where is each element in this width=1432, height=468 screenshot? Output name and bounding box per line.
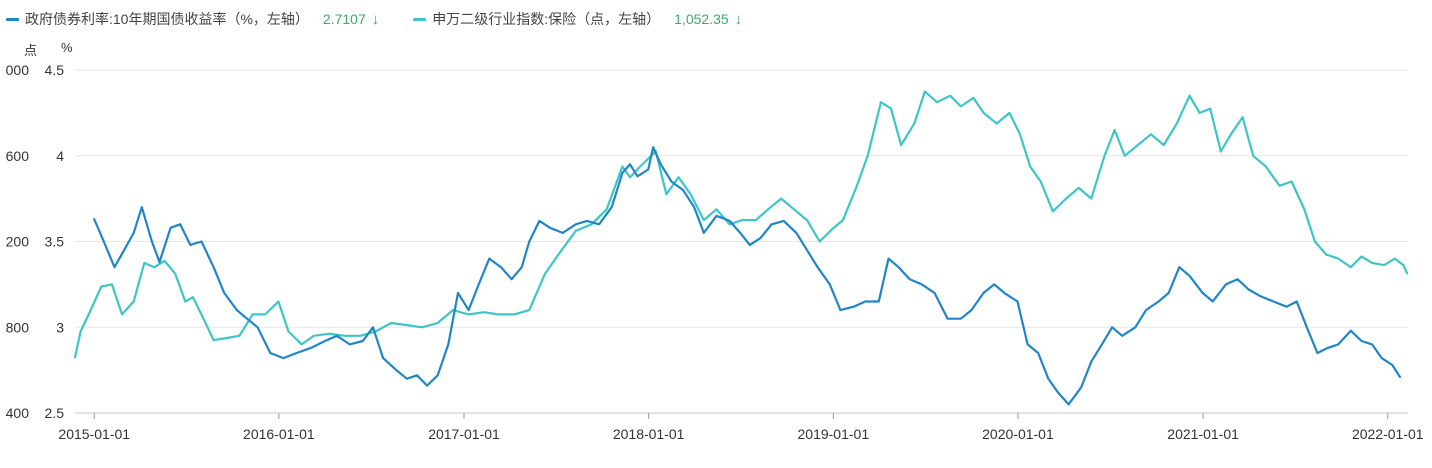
x-tick-label: 2020-01-01 bbox=[982, 426, 1054, 442]
y-tick-label-outer: 400 bbox=[6, 405, 30, 421]
legend-value-bond-yield: 2.7107 bbox=[322, 11, 366, 27]
legend-swatch-insurance-index bbox=[413, 17, 427, 21]
series-line-bond-yield bbox=[93, 146, 1402, 406]
grid-lines bbox=[75, 69, 1408, 414]
y-tick-label-inner: 3.5 bbox=[45, 234, 65, 250]
x-tick-label: 2022-01-01 bbox=[1352, 426, 1424, 442]
x-axis: 2015-01-01 2016-01-01 2017-01-01 2018-01-01… bbox=[58, 413, 1424, 442]
y-tick-label-outer: 000 bbox=[6, 62, 30, 78]
x-tick-label: 2015-01-01 bbox=[58, 426, 130, 442]
axis-unit-outer: 点 bbox=[24, 43, 38, 58]
legend-label-bond-yield: 政府债券利率:10年期国债收益率（%，左轴） bbox=[25, 11, 309, 27]
series-layer bbox=[73, 90, 1409, 406]
legend-label-insurance-index: 申万二级行业指数:保险（点，左轴） bbox=[432, 11, 661, 27]
legend-value-insurance-index: 1,052.35 bbox=[674, 11, 729, 27]
axis-unit-inner: % bbox=[61, 40, 73, 55]
x-tick-label: 2016-01-01 bbox=[243, 426, 315, 442]
y-tick-label-outer: 200 bbox=[6, 234, 30, 250]
series-line-insurance-index bbox=[73, 90, 1409, 359]
y-tick-label-inner: 2.5 bbox=[45, 405, 65, 421]
x-tick-label: 2019-01-01 bbox=[798, 426, 870, 442]
x-tick-label: 2021-01-01 bbox=[1167, 426, 1239, 442]
down-arrow-icon: ↓ bbox=[371, 10, 380, 28]
y-tick-label-inner: 4.5 bbox=[45, 62, 65, 78]
y-tick-label-inner: 3 bbox=[56, 319, 64, 335]
x-tick-label: 2018-01-01 bbox=[613, 426, 685, 442]
down-arrow-icon: ↓ bbox=[734, 10, 743, 28]
chart-legend: 政府债券利率:10年期国债收益率（%，左轴） 2.7107 ↓ 申万二级行业指数… bbox=[6, 8, 776, 30]
y-tick-label-outer: 600 bbox=[6, 148, 30, 164]
y-tick-label-inner: 4 bbox=[56, 148, 64, 164]
legend-item-bond-yield[interactable]: 政府债券利率:10年期国债收益率（%，左轴） 2.7107 ↓ bbox=[6, 9, 379, 29]
y-tick-label-outer: 800 bbox=[6, 319, 30, 335]
legend-swatch-bond-yield bbox=[6, 17, 19, 21]
y-axis: 000 4.5 600 4 200 3.5 800 3 400 2.5 bbox=[6, 62, 65, 421]
legend-item-insurance-index[interactable]: 申万二级行业指数:保险（点，左轴） 1,052.35 ↓ bbox=[413, 9, 742, 29]
x-tick-label: 2017-01-01 bbox=[428, 426, 500, 442]
